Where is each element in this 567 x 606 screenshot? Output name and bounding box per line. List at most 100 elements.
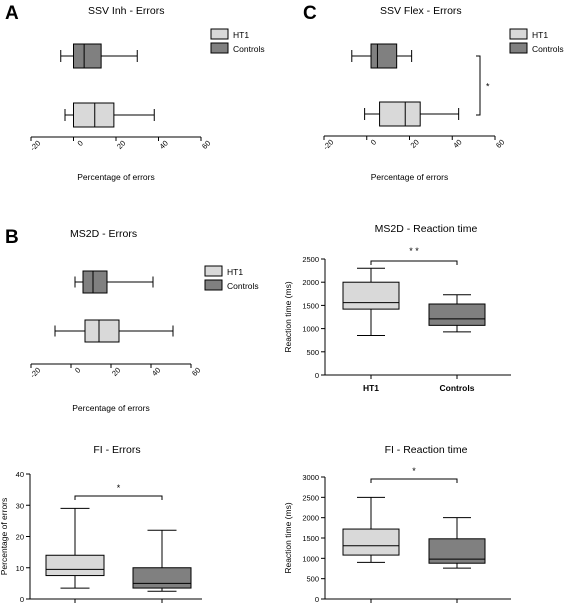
significance-label: * <box>486 82 490 92</box>
x-axis-label: Percentage of errors <box>371 172 448 182</box>
box-ht1 <box>342 267 400 337</box>
box-ht1 <box>64 102 155 128</box>
x-tick-label: -20 <box>321 138 335 152</box>
chart-title: FI - Errors <box>93 444 140 456</box>
x-tick-label: -20 <box>28 139 42 153</box>
panel-letter: C <box>303 3 317 24</box>
x-tick-label: 40 <box>451 138 463 150</box>
legend-label: HT1 <box>227 267 243 277</box>
legend-label: Controls <box>227 281 259 291</box>
x-tick-label: 0 <box>75 139 84 148</box>
significance-bracket <box>476 55 481 116</box>
chart-b: B MS2D - Errors -20 0 20 40 60 Percentage of er… <box>5 227 259 413</box>
x-tick-label: 40 <box>150 366 162 378</box>
y-tick-label: 30 <box>16 501 24 510</box>
x-tick-label: 20 <box>409 138 421 150</box>
y-tick-label: 500 <box>306 575 319 584</box>
box-controls <box>428 294 486 333</box>
category-label: Controls <box>440 383 475 393</box>
box <box>370 43 398 69</box>
y-tick-label: 2000 <box>302 514 319 523</box>
panel-letter: A <box>5 3 19 24</box>
box <box>342 281 400 310</box>
box-controls <box>428 517 486 569</box>
legend-swatch-ht1 <box>204 265 223 277</box>
chart-title: SSV Inh - Errors <box>88 5 164 17</box>
significance-bracket <box>370 260 458 265</box>
legend-label: HT1 <box>532 30 548 40</box>
legend-swatch-ht1 <box>509 28 528 40</box>
y-tick-label: 10 <box>16 564 24 573</box>
legend-swatch-controls <box>204 279 223 291</box>
box-ht1 <box>342 496 400 563</box>
y-tick-label: 1500 <box>302 301 319 310</box>
y-tick-label: 0 <box>315 371 319 380</box>
legend-label: Controls <box>233 44 265 54</box>
legend-swatch-ht1 <box>210 28 229 40</box>
y-axis-label: Reaction time (ms) <box>283 502 293 573</box>
legend-swatch-controls <box>210 42 229 54</box>
x-tick-label: 40 <box>158 139 170 151</box>
x-tick-label: 20 <box>110 366 122 378</box>
significance-label: * <box>412 466 416 476</box>
box-ht1 <box>364 101 460 127</box>
chart-ms2d-rt: MS2D - Reaction time 0 500 1000 1500 2000 2500… <box>283 223 511 393</box>
chart-title: SSV Flex - Errors <box>380 5 462 17</box>
box <box>82 270 108 294</box>
box <box>73 102 115 128</box>
x-tick-label: 0 <box>73 366 82 375</box>
legend-label: Controls <box>532 44 564 54</box>
x-axis-label: Percentage of errors <box>72 403 149 413</box>
x-tick-label: -20 <box>28 366 42 380</box>
significance-bracket <box>74 495 163 500</box>
y-tick-label: 500 <box>306 348 319 357</box>
box-controls <box>60 43 138 69</box>
significance-label: * * <box>409 246 419 256</box>
chart-fi-rt: FI - Reaction time 0 500 1000 1500 2000 2500 30… <box>283 444 511 604</box>
box <box>342 528 400 556</box>
category-label: HT1 <box>363 383 379 393</box>
y-tick-label: 1500 <box>302 534 319 543</box>
box <box>132 567 192 589</box>
y-tick-label: 2500 <box>302 255 319 264</box>
box <box>45 554 105 577</box>
y-axis-label: Reaction time (ms) <box>283 281 293 352</box>
y-tick-label: 40 <box>16 470 24 479</box>
y-tick-label: 0 <box>315 595 319 604</box>
box-controls <box>351 43 413 69</box>
box <box>73 43 102 69</box>
box <box>84 319 120 343</box>
significance-bracket <box>370 478 458 483</box>
y-tick-label: 1000 <box>302 325 319 334</box>
box-controls <box>74 270 154 294</box>
panel-letter: B <box>5 227 19 248</box>
chart-c: C SSV Flex - Errors -20 0 20 40 60 Percentage o… <box>303 3 564 182</box>
significance-label: * <box>117 483 121 493</box>
box-ht1 <box>54 319 174 343</box>
y-axis-label: Percentage of errors <box>0 498 9 575</box>
box <box>428 303 486 326</box>
x-tick-label: 60 <box>494 138 506 150</box>
x-tick-label: 20 <box>115 139 127 151</box>
x-tick-label: 60 <box>190 366 202 378</box>
y-tick-label: 0 <box>20 595 24 604</box>
legend-label: HT1 <box>233 30 249 40</box>
y-tick-label: 2000 <box>302 278 319 287</box>
box-controls <box>132 529 192 592</box>
legend-swatch-controls <box>509 42 528 54</box>
box <box>379 101 421 127</box>
box-ht1 <box>45 507 105 589</box>
chart-title: FI - Reaction time <box>385 444 468 456</box>
chart-a: A SSV Inh - Errors -20 0 20 40 60 Percentage of… <box>5 3 265 182</box>
y-tick-label: 1000 <box>302 554 319 563</box>
chart-fi-err: FI - Errors 0 10 20 30 40 Percentage of errors… <box>0 444 202 604</box>
x-tick-label: 0 <box>369 138 378 147</box>
y-tick-label: 20 <box>16 533 24 542</box>
y-tick-label: 2500 <box>302 493 319 502</box>
chart-title: MS2D - Reaction time <box>375 223 478 235</box>
chart-title: MS2D - Errors <box>70 228 137 240</box>
y-tick-label: 3000 <box>302 473 319 482</box>
x-tick-label: 60 <box>200 139 212 151</box>
x-axis-label: Percentage of errors <box>77 172 154 182</box>
